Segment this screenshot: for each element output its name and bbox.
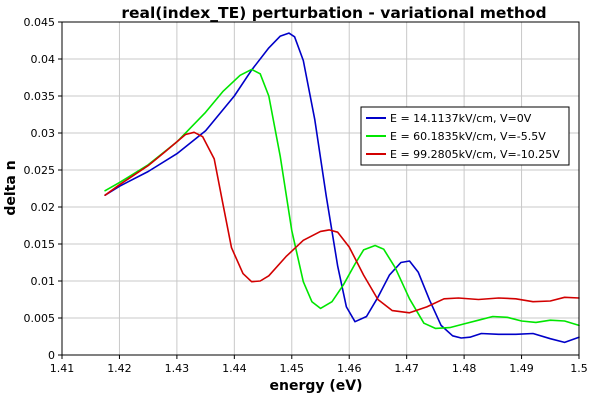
series-line-1 (104, 32, 580, 344)
y-axis: 0 0.005 0.01 0.015 0.02 0.025 0.03 0.035 0.04 0.0… (24, 16, 62, 362)
y-tick-label: 0.01 (31, 275, 56, 288)
y-tick-label: 0.015 (24, 238, 56, 251)
series-line-3 (104, 131, 580, 314)
x-tick-label: 1.46 (337, 362, 362, 375)
x-tick-label: 1.44 (222, 362, 247, 375)
y-tick-label: 0.02 (31, 201, 56, 214)
x-tick-label: 1.41 (50, 362, 75, 375)
legend-box (360, 106, 570, 166)
x-tick-label: 1.45 (280, 362, 305, 375)
legend-label-3: E = 99.2805kV/cm, V=-10.25V (390, 148, 560, 161)
y-tick-label: 0.04 (31, 53, 56, 66)
legend: E = 14.1137kV/cm, V=0V E = 60.1835kV/cm, … (360, 106, 570, 166)
x-axis: 1.41 1.42 1.43 1.44 1.45 1.46 1.47 1.48 1.49 1.5 (50, 355, 588, 375)
chart-title: real(index_TE) perturbation - variationa… (121, 4, 546, 22)
y-axis-label: delta n (3, 160, 19, 215)
y-tick-label: 0.005 (24, 312, 56, 325)
x-tick-label: 1.43 (165, 362, 190, 375)
x-tick-label: 1.42 (107, 362, 132, 375)
series-line-2 (104, 68, 580, 330)
y-tick-label: 0.045 (24, 16, 56, 29)
plot-series (104, 32, 580, 344)
legend-label-2: E = 60.1835kV/cm, V=-5.5V (390, 130, 546, 143)
x-tick-label: 1.5 (570, 362, 588, 375)
plot-frame (61, 21, 580, 356)
y-tick-label: 0 (48, 349, 55, 362)
y-tick-label: 0.03 (31, 127, 56, 140)
x-tick-label: 1.47 (394, 362, 419, 375)
y-tick-label: 0.025 (24, 164, 56, 177)
x-tick-label: 1.49 (509, 362, 534, 375)
x-tick-label: 1.48 (452, 362, 477, 375)
grid (61, 21, 580, 356)
legend-label-1: E = 14.1137kV/cm, V=0V (390, 112, 532, 125)
x-axis-label: energy (eV) (269, 378, 362, 394)
y-tick-label: 0.035 (24, 90, 56, 103)
